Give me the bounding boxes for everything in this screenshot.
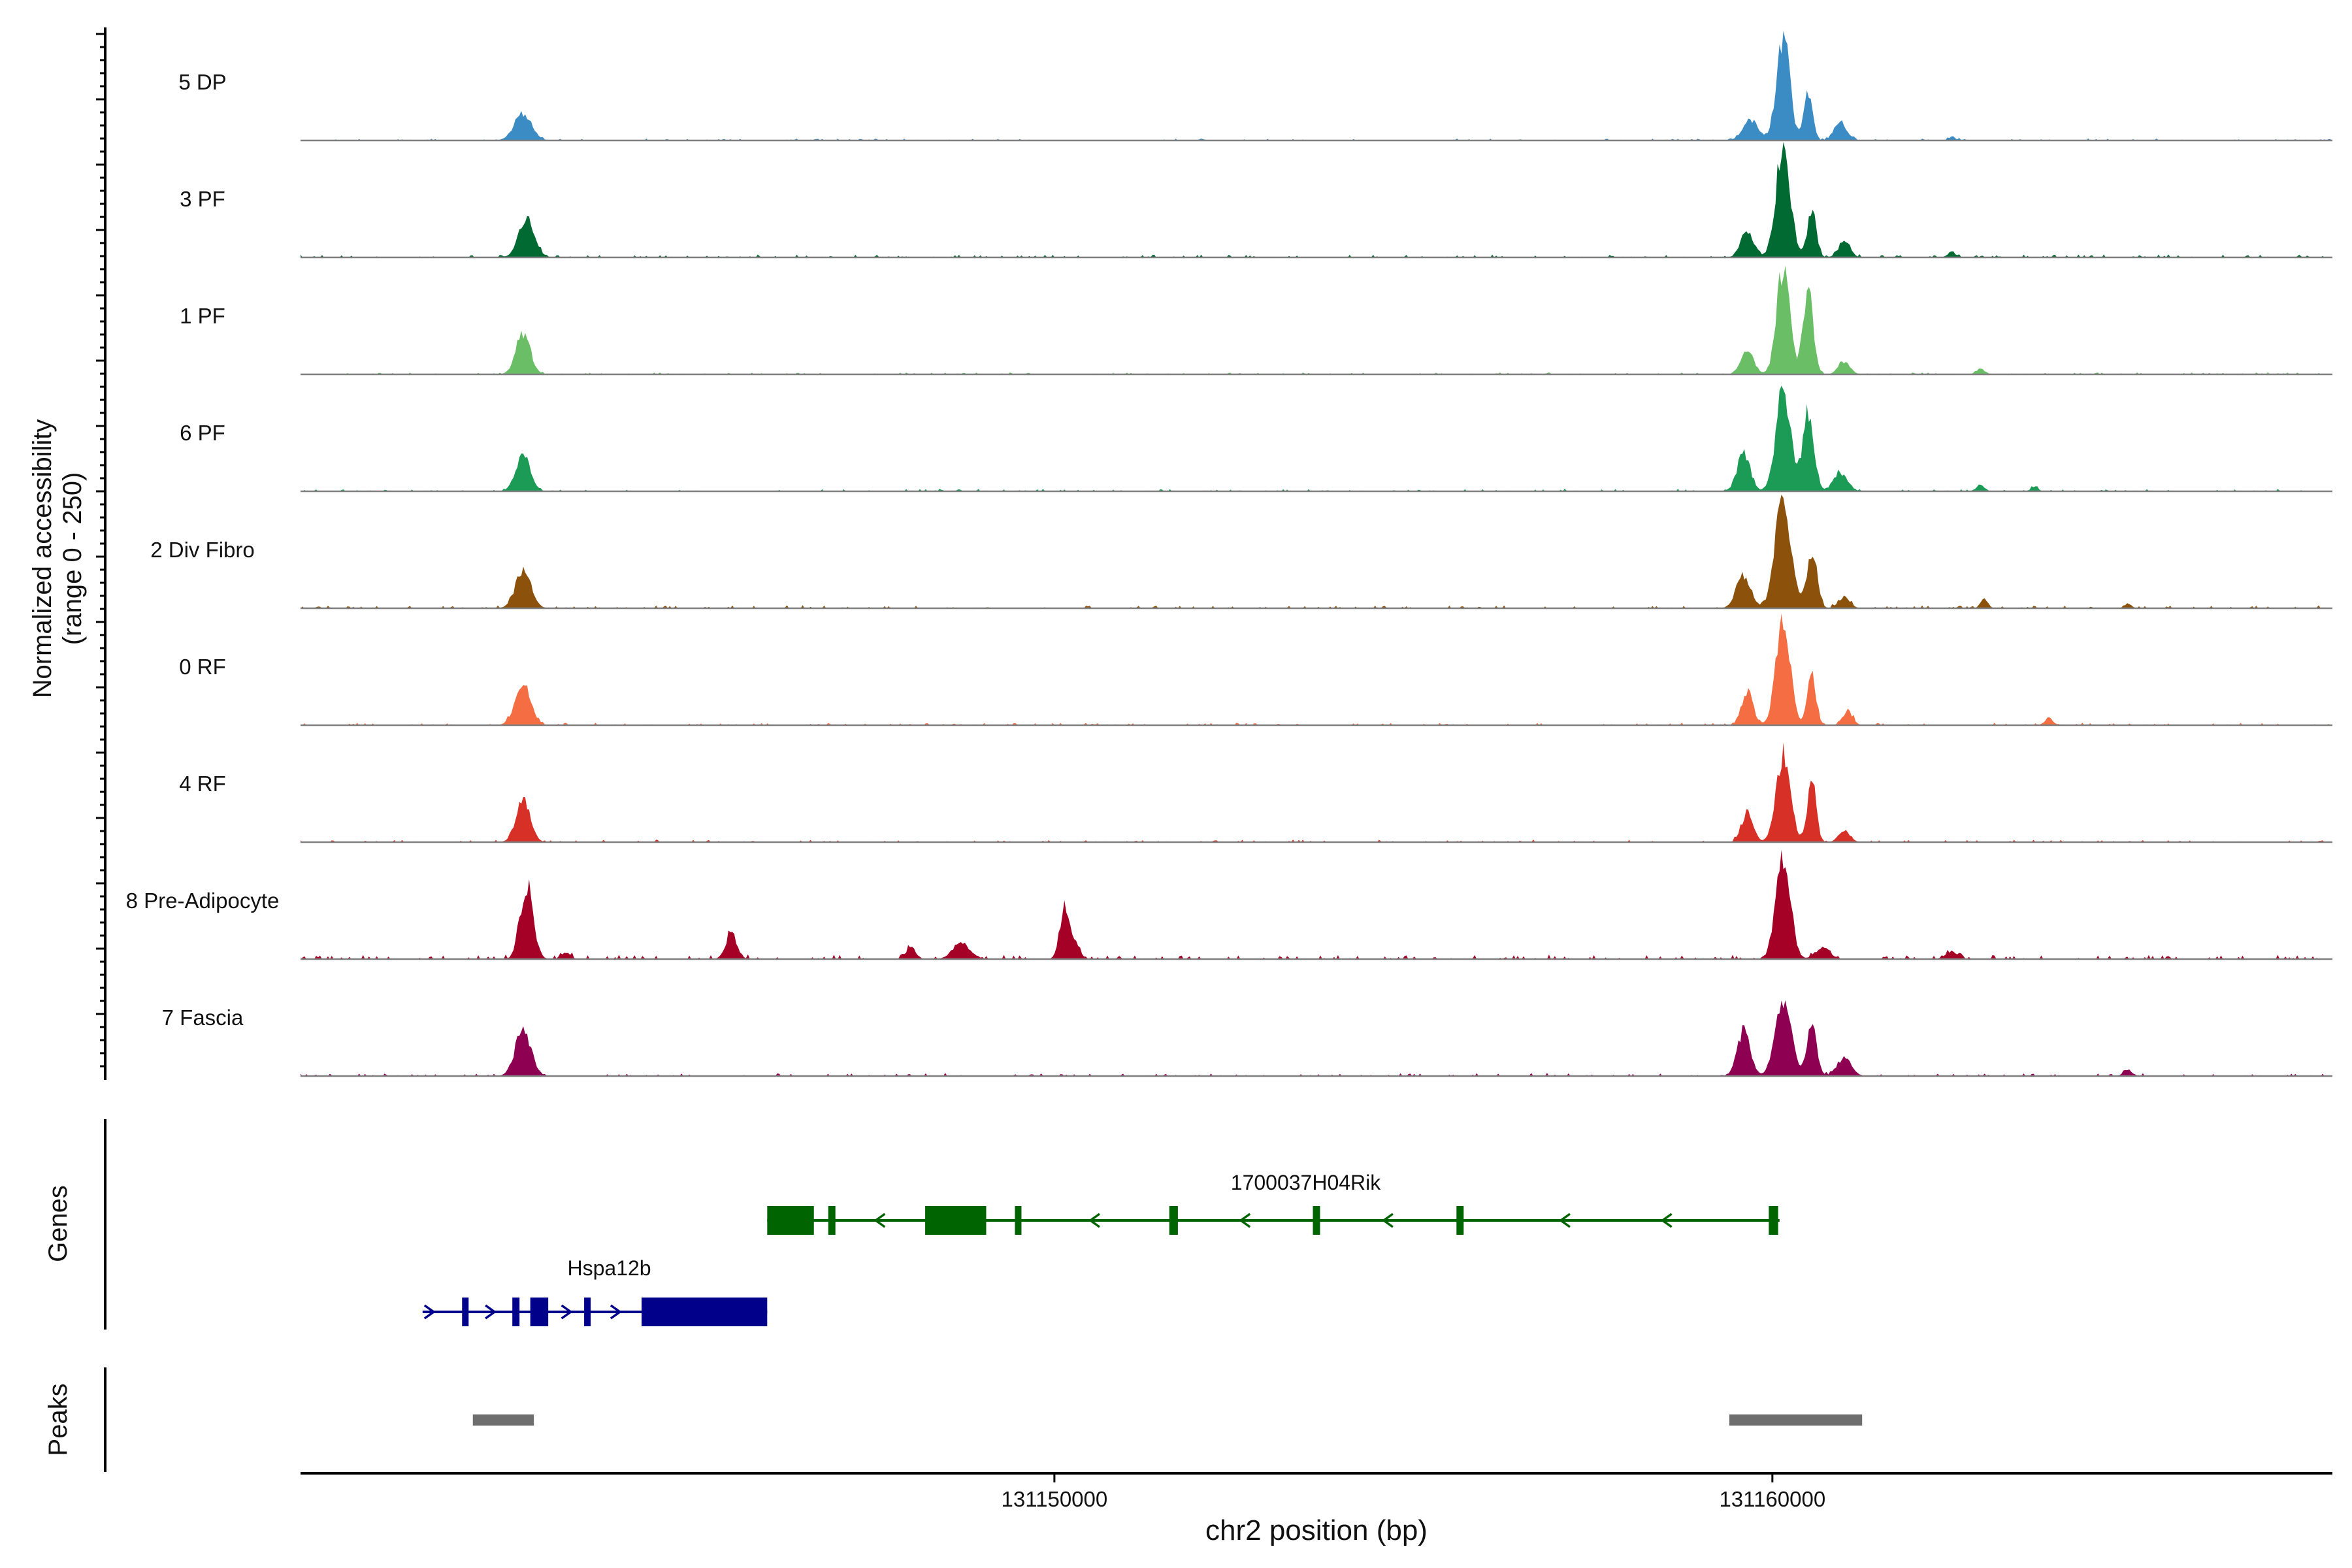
coverage-tracks: 5 DP 3 PF 1 PF 6 PF 2 Div Fibro 0 RF 4 RF 8 Pre… [126,31,2332,1077]
track-label: 5 DP [178,70,226,94]
x-axis-title: chr2 position (bp) [1205,1514,1428,1546]
track-9: 7 Fascia [162,1000,2332,1077]
strand-arrow [874,1213,886,1228]
gene-exon [584,1298,591,1326]
track-label: 8 Pre-Adipocyte [126,889,280,913]
track-label: 6 PF [180,421,225,445]
track-8: 8 Pre-Adipocyte [126,850,2332,960]
strand-arrow [485,1304,497,1320]
peaks-panel-label: Peaks [44,1383,73,1456]
gene-label: Hspa12b [567,1256,651,1280]
track-label: 4 RF [179,772,226,796]
strand-arrow [561,1304,573,1320]
strand-arrow [423,1304,436,1320]
track-7: 4 RF [179,742,2332,843]
y-axis-title-line2: (range 0 - 250) [58,472,87,645]
track-2: 3 PF [180,142,2332,259]
coverage-y-axis-ticks [96,33,105,1068]
x-axis-ticks: 131150000 131160000 [1002,1473,1825,1511]
x-axis-tick-label: 131150000 [1002,1487,1108,1511]
gene-exon [1169,1206,1178,1235]
track-label: 0 RF [179,655,226,679]
gene-1700037H04Rik: 1700037H04Rik [767,1171,1780,1235]
strand-arrow [1381,1213,1394,1228]
track-4: 6 PF [180,385,2332,493]
strand-arrow [1660,1213,1673,1228]
gene-exon [828,1206,836,1235]
track-5: 2 Div Fibro [150,495,2332,610]
track-1: 5 DP [178,31,2332,142]
genes-panel-label: Genes [44,1185,73,1262]
gene-exon [1313,1206,1320,1235]
gene-exon [1456,1206,1464,1235]
track-label: 3 PF [180,187,225,211]
gene-annotations: 1700037H04Rik Hspa12b [422,1171,1780,1326]
gene-label: 1700037H04Rik [1231,1171,1382,1194]
track-label: 1 PF [180,304,225,328]
gene-exon [512,1298,520,1326]
gene-Hspa12b: Hspa12b [422,1256,768,1326]
gene-exon [1769,1206,1778,1235]
y-axis-title-line1: Normalized accessibility [28,419,57,698]
gene-exon [767,1206,814,1235]
track-label: 7 Fascia [162,1005,244,1030]
track-3: 1 PF [180,265,2332,376]
track-label: 2 Div Fibro [150,538,255,562]
gene-exon [1015,1206,1022,1235]
gene-exon [925,1206,987,1235]
strand-arrow [1088,1213,1100,1228]
strand-arrow [1558,1213,1571,1228]
gene-exon [462,1298,469,1326]
peak-region-bar [1729,1414,1863,1426]
track-6: 0 RF [179,613,2332,727]
x-axis-tick-label: 131160000 [1719,1487,1825,1511]
strand-arrow [610,1304,622,1320]
peak-region-bar [472,1414,534,1426]
gene-exon [530,1298,549,1326]
peak-regions [472,1414,1863,1426]
gene-exon [641,1298,768,1326]
strand-arrow [1239,1213,1251,1228]
